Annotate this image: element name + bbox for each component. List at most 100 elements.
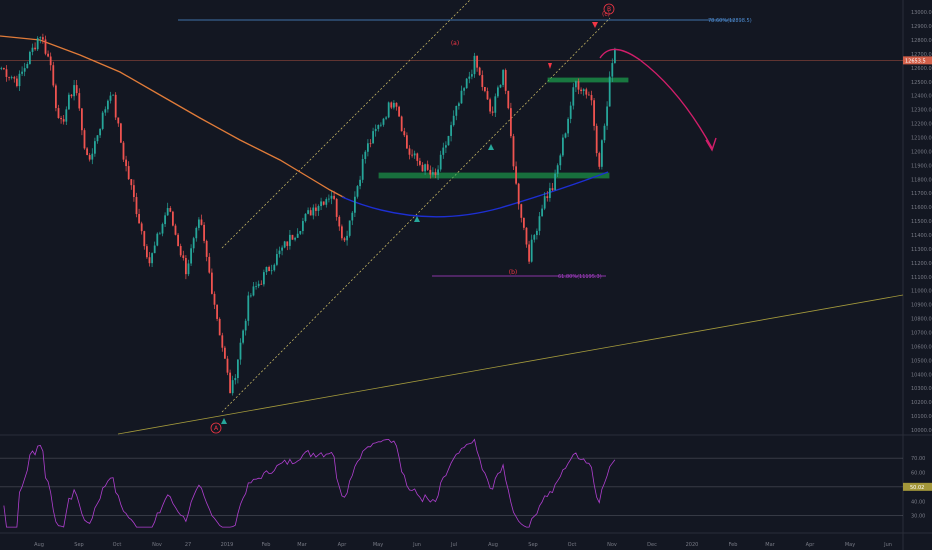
candle-body [109,95,112,101]
candle-body [486,91,489,100]
candle-body [418,160,421,165]
candle-body [520,204,523,218]
candle-body [309,210,312,216]
candle-body [236,359,239,379]
candle-body [442,147,445,155]
candle-body [379,124,382,126]
candle-body [572,87,575,106]
candle-body [96,135,99,142]
time-tick-label: Sep [74,542,83,548]
candle-body [0,67,3,69]
candle-body [57,108,60,118]
candle-body [278,250,281,255]
candle-body [192,238,195,249]
price-tick-label: 12200.00 [911,122,932,128]
candle-body [426,164,429,170]
candle-body [515,166,517,184]
candle-body [270,270,273,272]
rsi-current-value: 50.02 [910,485,924,491]
candle-body [317,206,320,211]
candle-body [494,96,497,113]
candle-body [44,39,47,54]
price-tick-label: 10400.00 [911,372,932,378]
candle-body [28,51,31,64]
candle-body [49,56,52,66]
candle-body [221,335,224,348]
candle-body [260,283,263,285]
price-tick-label: 11700.00 [911,191,932,197]
candle-body [330,195,333,199]
candle-body [239,342,242,360]
candle-body [322,201,325,205]
candle-body [473,55,476,75]
candle-body [444,145,447,148]
candle-body [216,304,218,319]
candle-body [161,224,164,234]
candle-body [145,246,148,258]
wave-circle [210,422,222,434]
candle-body [52,65,55,86]
candle-body [304,213,307,222]
fib-618-label: 61.80%(11195.3) [558,274,602,280]
price-tick-label: 13000.00 [911,10,932,16]
price-tick-label: 11200.00 [911,261,932,267]
candle-body [556,165,559,174]
candle-body [67,94,70,110]
time-tick-label: Mar [765,542,775,548]
candle-body [294,237,296,240]
candle-body [551,188,554,191]
wave-circle-label: B [607,6,611,13]
candle-body [348,220,351,236]
rsi-value-tag [903,482,932,491]
candle-body [333,195,335,199]
candle-body [41,37,44,40]
candle-body [543,196,546,209]
candle-body [158,233,161,235]
candle-body [600,140,603,167]
price-tick-label: 12300.00 [911,108,932,114]
candle-body [23,68,26,72]
candle-body [88,155,91,160]
candle-body [468,76,471,79]
candle-body [283,241,286,248]
candle-body [470,74,473,77]
candle-body [504,70,507,91]
candle-body [590,95,593,101]
candle-body [8,76,10,78]
candle-body [351,212,354,221]
candle-body [255,286,257,287]
candle-body [153,245,156,254]
candle-body [392,102,395,108]
candle-body [166,208,169,216]
rounding-bottom-curve [341,171,609,218]
candle-body [179,245,182,256]
candle-body [156,233,159,246]
candle-body [613,48,616,64]
candle-body [548,188,551,199]
candle-body [320,201,322,207]
wave-circle [603,3,615,15]
wave-circle-label: A [214,425,219,432]
candle-body [416,153,419,161]
time-tick-label: Mar [297,542,307,548]
time-tick-label: 2020 [686,542,699,548]
candle-body [169,208,172,212]
candle-body [546,196,549,199]
candle-body [483,86,486,92]
sell-marker [548,63,552,69]
candle-body [291,234,294,240]
candle-body [114,94,117,118]
candle-body [343,238,346,241]
candle-body [182,255,185,259]
candle-body [353,196,356,213]
candle-body [421,164,424,172]
moving-average-line [0,35,346,199]
candle-body [101,112,104,129]
candle-body [60,117,62,120]
time-tick-label: Oct [568,542,577,548]
candle-body [13,77,16,79]
candle-body [21,71,23,74]
candle-body [273,264,276,271]
price-tick-label: 11100.00 [911,275,932,281]
